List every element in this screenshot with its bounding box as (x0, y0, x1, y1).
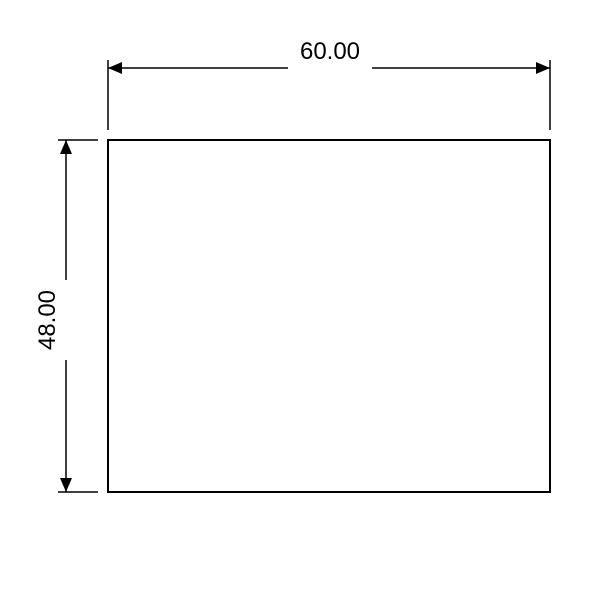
arrowhead-top-right (536, 62, 550, 74)
technical-drawing (0, 0, 600, 600)
width-dimension-label: 60.00 (300, 38, 360, 66)
height-dimension-label: 48.00 (34, 290, 62, 350)
arrowhead-top-left (108, 62, 122, 74)
arrowhead-left-top (60, 140, 72, 154)
part-outline (108, 140, 550, 492)
arrowhead-left-bottom (60, 478, 72, 492)
